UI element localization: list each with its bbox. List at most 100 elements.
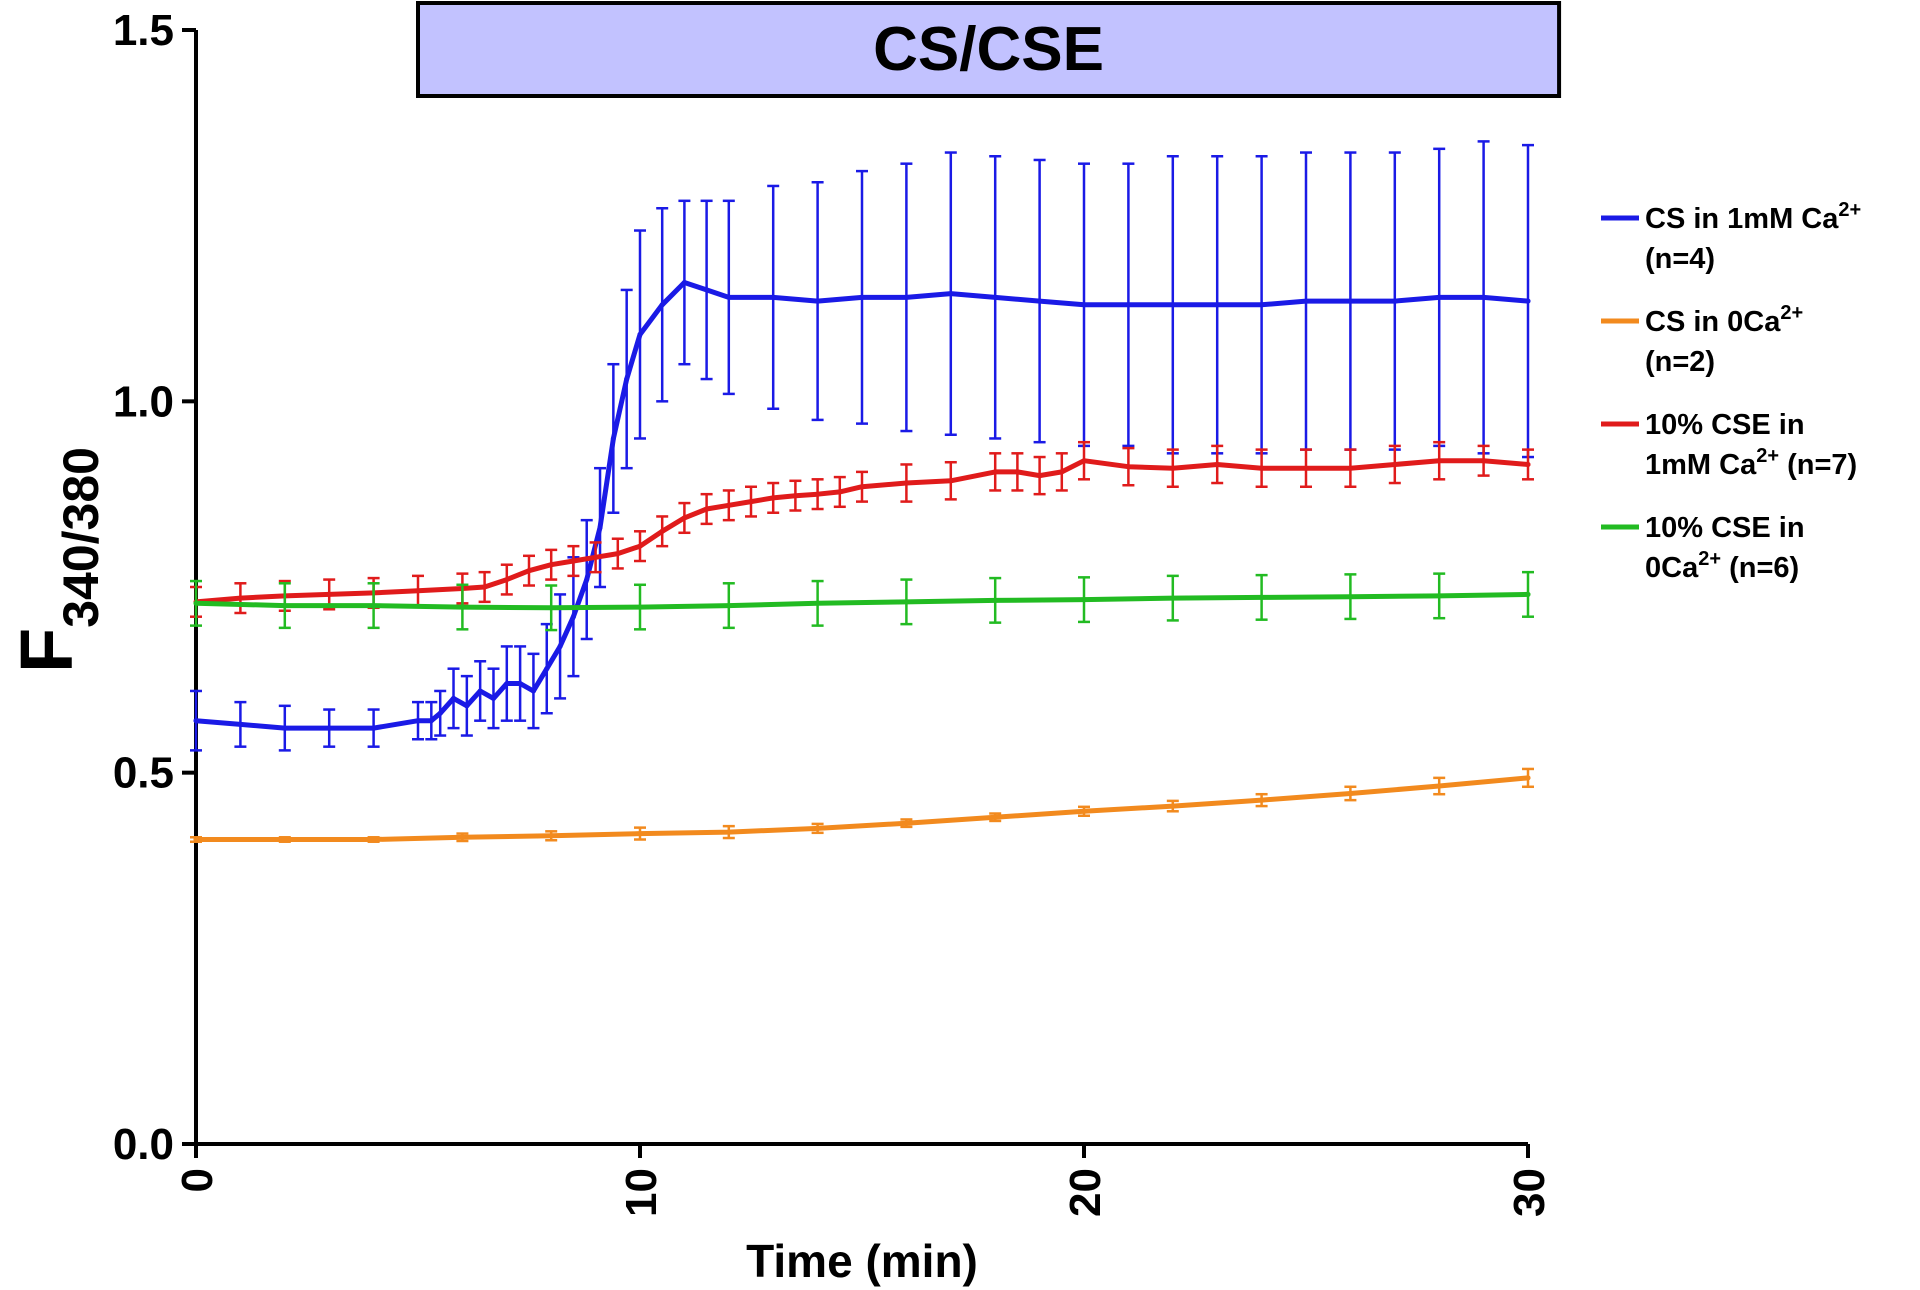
data-point xyxy=(903,294,909,300)
y-tick-label: 1.5 xyxy=(113,6,174,55)
data-point xyxy=(1081,458,1087,464)
data-point xyxy=(1436,458,1442,464)
data-point xyxy=(1125,464,1131,470)
data-point xyxy=(415,718,421,724)
data-point xyxy=(1347,298,1353,304)
data-point xyxy=(428,718,434,724)
y-axis-title-main: F xyxy=(5,628,88,673)
data-point xyxy=(193,600,199,606)
data-point xyxy=(726,829,732,835)
series-blue-error-bars xyxy=(190,140,1534,752)
data-point xyxy=(557,643,563,649)
data-point xyxy=(859,484,865,490)
treatment-banner-label: CS/CSE xyxy=(873,15,1104,84)
data-point xyxy=(544,666,550,672)
data-point xyxy=(815,298,821,304)
data-point xyxy=(1037,298,1043,304)
data-point xyxy=(1347,465,1353,471)
data-point xyxy=(1170,302,1176,308)
data-point xyxy=(451,695,457,701)
x-axis-title: Time (min) xyxy=(746,1235,978,1287)
data-point xyxy=(704,506,710,512)
series-blue-points xyxy=(193,280,1531,731)
data-point xyxy=(992,469,998,475)
data-point xyxy=(1525,591,1531,597)
data-point xyxy=(948,291,954,297)
data-point xyxy=(593,554,599,560)
data-point xyxy=(948,478,954,484)
data-point xyxy=(1525,461,1531,467)
data-point xyxy=(610,435,616,441)
data-point xyxy=(1259,465,1265,471)
data-point xyxy=(1259,797,1265,803)
legend-label-line2: (n=4) xyxy=(1645,243,1715,275)
series-green-points xyxy=(193,591,1531,611)
data-point xyxy=(1081,808,1087,814)
data-point xyxy=(1125,302,1131,308)
data-point xyxy=(903,480,909,486)
data-point xyxy=(282,837,288,843)
data-point xyxy=(1436,593,1442,599)
y-axis-title-sub: 340/380 xyxy=(53,447,109,628)
data-point xyxy=(1347,790,1353,796)
x-tick-label: 0 xyxy=(173,1168,222,1192)
series-red-line xyxy=(193,458,1531,605)
legend-item-green: 10% CSE in 0Ca2+ (n=6) xyxy=(1601,512,1805,584)
data-point xyxy=(237,721,243,727)
data-point xyxy=(371,603,377,609)
legend-item-orange: CS in 0Ca2+ (n=2) xyxy=(1601,302,1803,378)
x-tick-label: 30 xyxy=(1505,1168,1554,1217)
data-point xyxy=(326,591,332,597)
legend-label-line1: 10% CSE in xyxy=(1645,512,1805,544)
data-point xyxy=(464,703,470,709)
data-point xyxy=(490,695,496,701)
data-point xyxy=(681,280,687,286)
data-point xyxy=(548,605,554,611)
data-point xyxy=(1481,294,1487,300)
data-point xyxy=(570,614,576,620)
data-point xyxy=(1170,803,1176,809)
data-point xyxy=(792,493,798,499)
data-point xyxy=(1081,597,1087,603)
data-point xyxy=(530,688,536,694)
data-point xyxy=(815,491,821,497)
data-point xyxy=(1214,461,1220,467)
series-green xyxy=(190,570,1534,632)
data-point xyxy=(748,499,754,505)
data-point xyxy=(570,558,576,564)
data-point xyxy=(517,681,523,687)
data-point xyxy=(624,376,630,382)
data-point xyxy=(1259,302,1265,308)
treatment-banner xyxy=(416,1,1562,98)
series-orange-line xyxy=(193,775,1531,842)
data-point xyxy=(1303,298,1309,304)
series-green-line xyxy=(193,591,1531,611)
data-point xyxy=(482,584,488,590)
data-point xyxy=(477,688,483,694)
legend-label-line1: CS in 0Ca2+ xyxy=(1645,302,1803,338)
legend-label-line2: (n=2) xyxy=(1645,346,1715,378)
data-point xyxy=(1303,465,1309,471)
data-point xyxy=(282,725,288,731)
y-axis-title: F340/380 xyxy=(5,447,109,673)
data-point xyxy=(1170,595,1176,601)
data-point xyxy=(584,577,590,583)
data-point xyxy=(637,831,643,837)
y-axis-title-text: F340/380 xyxy=(5,447,109,673)
data-point xyxy=(1081,302,1087,308)
data-point xyxy=(1037,473,1043,479)
data-point xyxy=(837,489,843,495)
data-point xyxy=(615,551,621,557)
series-blue xyxy=(190,140,1534,752)
data-point xyxy=(1214,302,1220,308)
data-point xyxy=(903,820,909,826)
series-orange-points xyxy=(193,775,1531,843)
data-point xyxy=(504,681,510,687)
data-point xyxy=(726,502,732,508)
data-point xyxy=(1392,298,1398,304)
data-point xyxy=(770,495,776,501)
x-ticks: 0 10 20 30 xyxy=(173,1144,1554,1217)
data-point xyxy=(1259,594,1265,600)
data-point xyxy=(815,600,821,606)
